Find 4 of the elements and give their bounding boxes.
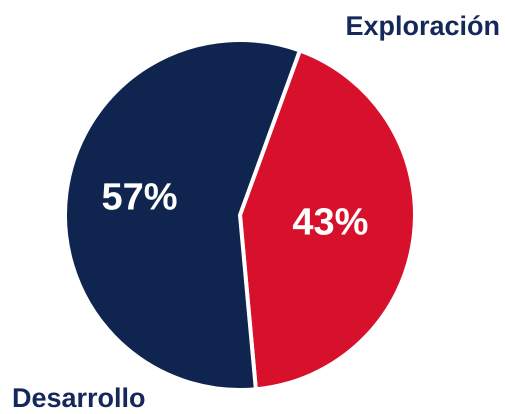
slice-label: Desarrollo — [12, 383, 146, 413]
slice-label: Exploración — [345, 11, 500, 41]
data-label: 57% — [102, 176, 178, 219]
data-label: 43% — [292, 201, 368, 244]
